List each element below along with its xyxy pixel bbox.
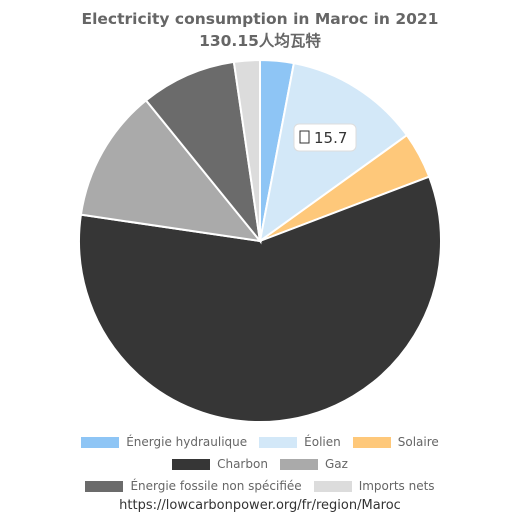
legend-label: Énergie hydraulique [126,435,248,449]
pie-slice-3[interactable] [78,175,442,423]
legend-label: Gaz [324,457,348,471]
legend-swatch [313,480,352,492]
legend-swatch [259,436,298,448]
legend-item-hydro[interactable]: Énergie hydraulique [81,435,247,449]
tooltip-value: 15.7 [314,129,347,147]
legend-item-fossil[interactable]: Énergie fossile non spécifiée [85,479,302,493]
legend-item-wind[interactable]: Éolien [259,435,341,449]
legend-item-imports[interactable]: Imports nets [313,479,435,493]
legend-item-coal[interactable]: Charbon [172,457,268,471]
legend-label: Énergie fossile non spécifiée [130,479,302,493]
pie-slice-6[interactable] [232,58,261,242]
legend-item-solar[interactable]: Solaire [352,435,439,449]
legend-swatch [85,480,124,492]
legend-swatch [352,436,391,448]
legend-swatch [172,458,211,470]
legend-label: Imports nets [358,479,435,493]
legend-label: Solaire [397,435,439,449]
legend-item-gas[interactable]: Gaz [279,457,348,471]
legend-swatch [81,436,120,448]
pie-chart: 15.7 [78,58,442,423]
wind-icon [299,130,310,144]
pie-slice-1[interactable] [258,62,409,244]
legend-swatch [279,458,318,470]
chart-subtitle: 130.15人均瓦特 [199,32,321,50]
legend-label: Éolien [304,435,341,449]
pie-slice-4[interactable] [79,98,263,243]
chart-title: Electricity consumption in Maroc in 2021 [81,10,439,28]
legend-label: Charbon [217,457,268,471]
legend: Énergie hydraulique Éolien Solaire Charb… [0,431,520,497]
pie-slice-5[interactable] [144,60,262,245]
source-link[interactable]: https://lowcarbonpower.org/fr/region/Mar… [119,498,401,513]
slice-tooltip: 15.7 [293,123,357,152]
